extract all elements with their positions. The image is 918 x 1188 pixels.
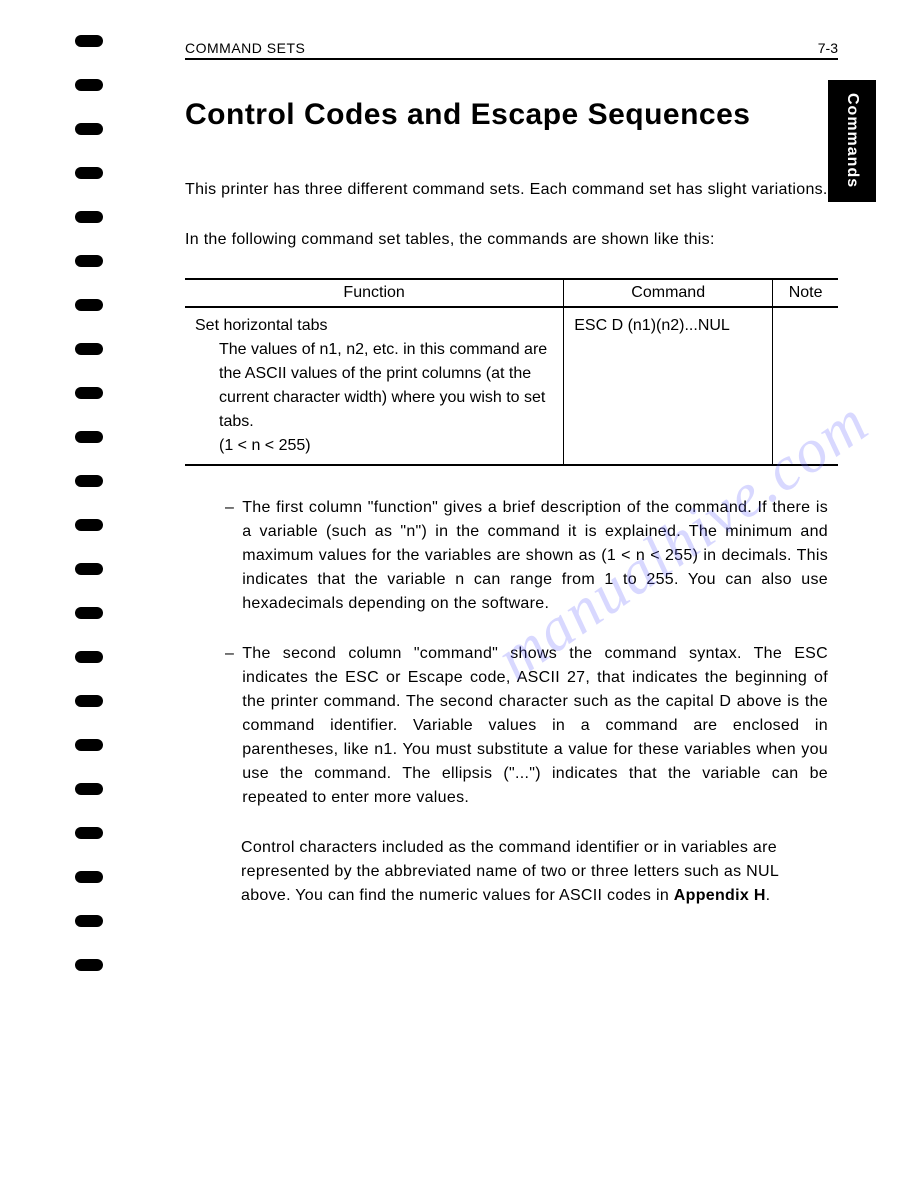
extra-text-after: . bbox=[766, 887, 771, 904]
table-cell-command: ESC D (n1)(n2)...NUL bbox=[564, 307, 773, 465]
list-item: – The second column "command" shows the … bbox=[225, 642, 828, 810]
spiral-binding bbox=[75, 35, 103, 971]
table-header: Note bbox=[773, 279, 838, 307]
table-header: Function bbox=[185, 279, 564, 307]
command-table: Function Command Note Set horizontal tab… bbox=[185, 278, 838, 466]
bullet-marker: – bbox=[225, 642, 234, 810]
spiral-hole bbox=[75, 211, 103, 223]
spiral-hole bbox=[75, 431, 103, 443]
spiral-hole bbox=[75, 387, 103, 399]
spiral-hole bbox=[75, 299, 103, 311]
table-row: Set horizontal tabs The values of n1, n2… bbox=[185, 307, 838, 465]
spiral-hole bbox=[75, 563, 103, 575]
spiral-hole bbox=[75, 519, 103, 531]
bullet-marker: – bbox=[225, 496, 234, 616]
header-section: COMMAND SETS bbox=[185, 40, 305, 56]
spiral-hole bbox=[75, 915, 103, 927]
content-area: manualhive.com Control Codes and Escape … bbox=[185, 95, 838, 908]
spiral-hole bbox=[75, 123, 103, 135]
spiral-hole bbox=[75, 475, 103, 487]
page: COMMAND SETS 7-3 Commands manualhive.com… bbox=[0, 0, 918, 1188]
bullet-list: – The first column "function" gives a br… bbox=[225, 496, 828, 810]
page-number: 7-3 bbox=[818, 40, 838, 56]
table-header-row: Function Command Note bbox=[185, 279, 838, 307]
table-cell-note bbox=[773, 307, 838, 465]
function-title: Set horizontal tabs bbox=[195, 314, 553, 338]
spiral-hole bbox=[75, 343, 103, 355]
spiral-hole bbox=[75, 35, 103, 47]
page-title: Control Codes and Escape Sequences bbox=[185, 95, 838, 136]
spiral-hole bbox=[75, 79, 103, 91]
spiral-hole bbox=[75, 607, 103, 619]
spiral-hole bbox=[75, 827, 103, 839]
bullet-text: The second column "command" shows the co… bbox=[242, 642, 828, 810]
spiral-hole bbox=[75, 871, 103, 883]
spiral-hole bbox=[75, 959, 103, 971]
extra-paragraph: Control characters included as the comma… bbox=[241, 836, 828, 908]
spiral-hole bbox=[75, 167, 103, 179]
spiral-hole bbox=[75, 651, 103, 663]
page-header: COMMAND SETS 7-3 bbox=[185, 40, 838, 60]
spiral-hole bbox=[75, 739, 103, 751]
function-description: The values of n1, n2, etc. in this comma… bbox=[195, 338, 553, 458]
spiral-hole bbox=[75, 255, 103, 267]
table-cell-function: Set horizontal tabs The values of n1, n2… bbox=[185, 307, 564, 465]
appendix-ref: Appendix H bbox=[674, 887, 766, 904]
table-header: Command bbox=[564, 279, 773, 307]
intro-paragraph: In the following command set tables, the… bbox=[185, 228, 838, 252]
spiral-hole bbox=[75, 695, 103, 707]
intro-paragraph: This printer has three different command… bbox=[185, 178, 838, 202]
bullet-text: The first column "function" gives a brie… bbox=[242, 496, 828, 616]
spiral-hole bbox=[75, 783, 103, 795]
list-item: – The first column "function" gives a br… bbox=[225, 496, 828, 616]
